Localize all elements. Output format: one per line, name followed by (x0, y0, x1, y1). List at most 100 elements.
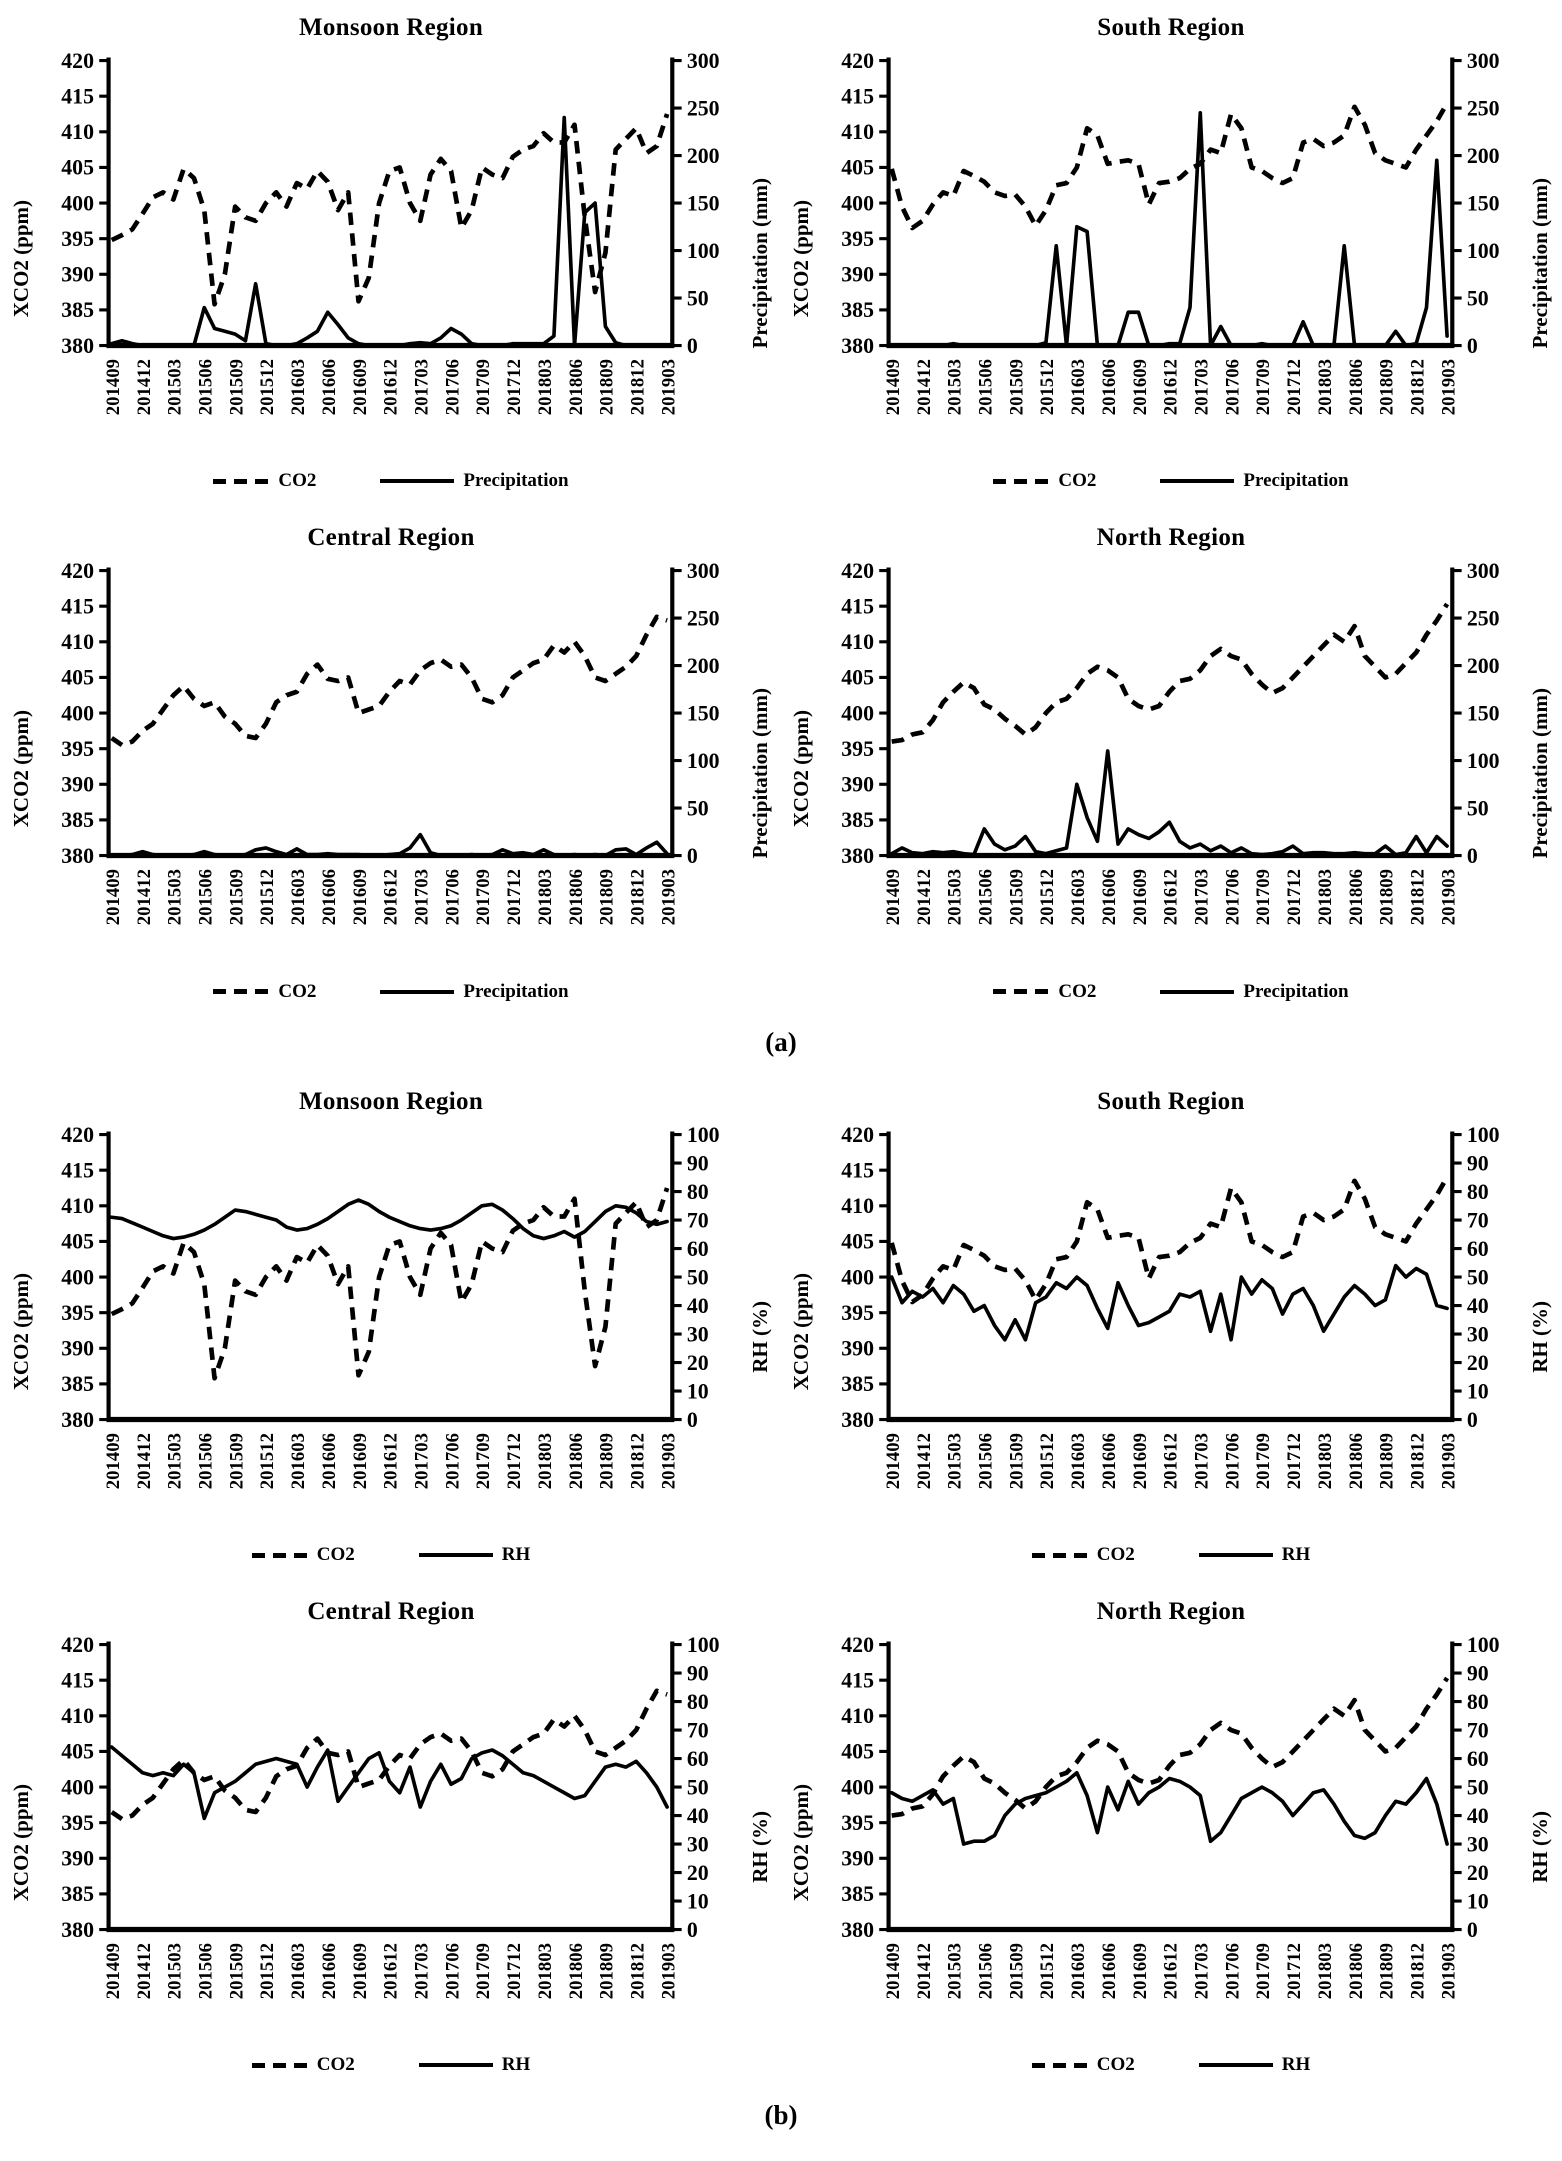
svg-text:201609: 201609 (349, 359, 370, 415)
y-axis-label-left: XCO2 (ppm) (789, 199, 814, 317)
svg-text:201703: 201703 (1191, 869, 1212, 925)
svg-text:201503: 201503 (944, 869, 965, 925)
svg-text:201506: 201506 (975, 1943, 996, 1999)
svg-text:390: 390 (61, 1847, 94, 1871)
svg-text:201412: 201412 (133, 1433, 154, 1489)
svg-text:201812: 201812 (1407, 359, 1428, 415)
svg-text:201709: 201709 (1253, 359, 1274, 415)
svg-text:0: 0 (1466, 1918, 1477, 1942)
svg-text:201806: 201806 (1345, 869, 1366, 925)
svg-text:410: 410 (61, 630, 94, 654)
svg-text:201712: 201712 (1284, 359, 1305, 415)
svg-text:201706: 201706 (442, 359, 463, 415)
panel-a-row-1: Monsoon Region XCO2 (ppm) 420 415 410 405 40… (2, 4, 1560, 514)
chart-north-rh: North Region XCO2 (ppm) 420 415 410 405 400 3… (782, 1588, 1560, 2098)
chart-south-precipitation: South Region XCO2 (ppm) 420 415 410 405 400 3… (782, 4, 1560, 514)
svg-text:201506: 201506 (195, 869, 216, 925)
svg-text:390: 390 (61, 773, 94, 797)
svg-text:415: 415 (841, 595, 874, 619)
svg-text:380: 380 (841, 844, 874, 868)
svg-text:201703: 201703 (411, 1943, 432, 1999)
svg-text:405: 405 (61, 1229, 94, 1253)
svg-text:60: 60 (1466, 1747, 1488, 1771)
svg-text:201712: 201712 (1284, 1433, 1305, 1489)
svg-text:420: 420 (841, 1633, 874, 1657)
svg-text:80: 80 (1466, 1690, 1488, 1714)
y-axis-label-left: XCO2 (ppm) (789, 1273, 814, 1391)
svg-text:201512: 201512 (1037, 1433, 1058, 1489)
svg-text:405: 405 (841, 156, 874, 180)
svg-text:80: 80 (686, 1690, 708, 1714)
svg-text:201809: 201809 (1376, 1433, 1397, 1489)
legend-label-secondary: RH (1281, 2054, 1311, 2076)
svg-text:201803: 201803 (1314, 869, 1335, 925)
svg-text:201503: 201503 (944, 1943, 965, 1999)
panel-a-row-2: Central Region XCO2 (ppm) 420 415 410 405 40… (2, 514, 1560, 1024)
svg-text:201412: 201412 (913, 869, 934, 925)
svg-text:390: 390 (61, 1336, 94, 1360)
svg-text:201509: 201509 (1006, 1433, 1027, 1489)
svg-text:10: 10 (686, 1379, 708, 1403)
svg-text:420: 420 (61, 1123, 94, 1147)
svg-text:201603: 201603 (1068, 1433, 1089, 1489)
svg-text:385: 385 (61, 1882, 94, 1906)
svg-text:100: 100 (1466, 1633, 1499, 1657)
svg-text:410: 410 (841, 630, 874, 654)
svg-text:200: 200 (686, 654, 719, 678)
svg-text:40: 40 (1466, 1804, 1488, 1828)
svg-text:410: 410 (61, 1194, 94, 1218)
legend-label-co2: CO2 (1058, 980, 1097, 1002)
svg-text:201512: 201512 (257, 359, 278, 415)
svg-text:201806: 201806 (1345, 1433, 1366, 1489)
svg-text:390: 390 (61, 263, 94, 287)
svg-text:201503: 201503 (944, 1433, 965, 1489)
svg-text:201409: 201409 (103, 1943, 124, 1999)
svg-text:201506: 201506 (195, 1943, 216, 1999)
solid-line-swatch (380, 479, 455, 484)
svg-text:201412: 201412 (913, 359, 934, 415)
svg-text:200: 200 (686, 144, 719, 168)
svg-text:10: 10 (686, 1889, 708, 1913)
svg-text:70: 70 (1466, 1208, 1488, 1232)
plot-canvas: 4204154104054003953903853801009080706050… (841, 1123, 1499, 1489)
svg-text:30: 30 (1466, 1832, 1488, 1856)
svg-text:201612: 201612 (1160, 1433, 1181, 1489)
svg-text:201803: 201803 (534, 869, 555, 925)
svg-text:201412: 201412 (133, 1943, 154, 1999)
svg-text:201603: 201603 (1068, 869, 1089, 925)
svg-text:201803: 201803 (1314, 1943, 1335, 1999)
dashed-line-swatch (251, 1552, 308, 1558)
svg-text:201506: 201506 (975, 869, 996, 925)
solid-line-swatch (1160, 479, 1235, 484)
svg-text:420: 420 (841, 49, 874, 73)
svg-text:201512: 201512 (1037, 1943, 1058, 1999)
svg-text:200: 200 (1466, 144, 1499, 168)
svg-text:201903: 201903 (658, 359, 679, 415)
svg-text:400: 400 (61, 1265, 94, 1289)
svg-text:201709: 201709 (1253, 1433, 1274, 1489)
svg-text:201509: 201509 (226, 359, 247, 415)
svg-text:201612: 201612 (380, 1943, 401, 1999)
svg-text:201409: 201409 (103, 869, 124, 925)
svg-text:410: 410 (61, 120, 94, 144)
chart-legend: CO2 RH (782, 1544, 1560, 1566)
svg-text:20: 20 (1466, 1351, 1488, 1375)
svg-text:410: 410 (61, 1704, 94, 1728)
svg-text:201712: 201712 (1284, 1943, 1305, 1999)
svg-text:395: 395 (841, 737, 874, 761)
svg-text:201509: 201509 (1006, 1943, 1027, 1999)
legend-label-co2: CO2 (1058, 470, 1097, 492)
chart-title: North Region (1096, 524, 1246, 552)
y-axis-label-right: Precipitation (mm) (747, 177, 772, 349)
y-axis-label-left: XCO2 (ppm) (9, 1783, 34, 1901)
legend-label-co2: CO2 (316, 1544, 355, 1566)
chart-title: South Region (1097, 1087, 1245, 1115)
svg-text:395: 395 (61, 737, 94, 761)
svg-text:201706: 201706 (1222, 1943, 1243, 1999)
y-axis-label-left: XCO2 (ppm) (789, 1783, 814, 1901)
svg-text:380: 380 (841, 1408, 874, 1432)
svg-text:410: 410 (841, 1704, 874, 1728)
svg-text:201803: 201803 (1314, 1433, 1335, 1489)
y-axis-label-left: XCO2 (ppm) (9, 199, 34, 317)
y-axis-label-right: Precipitation (mm) (747, 688, 772, 859)
